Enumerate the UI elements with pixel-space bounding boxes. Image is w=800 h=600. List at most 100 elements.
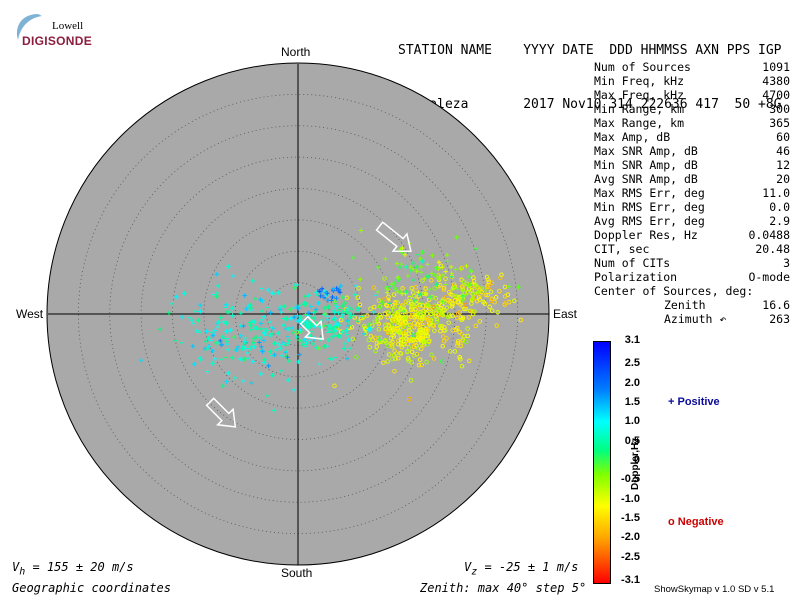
source-point-negative [465,290,470,295]
source-point-positive [196,318,201,323]
source-point-negative [338,317,344,323]
source-point-positive [317,362,322,367]
source-point-positive [346,337,351,342]
source-point-positive [210,348,215,354]
source-point-positive [242,357,247,362]
source-point-positive [402,252,408,257]
source-point-positive [412,298,418,303]
source-point-positive [310,341,316,347]
source-point-negative [482,301,488,306]
source-point-positive [385,290,390,295]
source-point-positive [271,291,276,296]
source-point-positive [220,383,226,389]
colorbar-tick: -1.5 [621,512,640,525]
skymap-plot [46,62,550,566]
stat-value: 300 [769,102,790,116]
source-point-negative [424,311,430,316]
source-point-positive [435,275,440,280]
source-point-negative [469,301,474,306]
source-point-positive [206,336,211,341]
source-point-positive [249,380,254,386]
source-point-negative [409,285,415,291]
colorbar-tick: -2.0 [621,531,640,544]
source-point-positive [250,278,255,284]
source-point-positive [223,336,228,341]
source-point-positive [342,346,347,351]
source-point-positive [179,314,185,320]
source-point-negative [405,341,411,347]
source-point-negative [471,275,476,280]
source-point-negative [396,338,401,343]
stat-value: 16.6 [762,298,790,312]
source-point-positive [299,338,304,344]
source-point-positive [420,259,425,264]
source-point-positive [268,333,273,338]
source-point-positive [215,340,221,345]
source-point-negative [452,293,458,299]
source-point-positive [361,331,367,337]
source-point-negative [387,327,393,332]
source-point-negative [420,339,426,344]
source-point-positive [235,344,240,349]
source-point-positive [224,342,230,347]
source-point-negative [385,330,391,336]
stat-value: 0.0 [769,200,790,214]
source-point-positive [333,328,338,333]
source-point-positive [242,293,247,298]
source-point-positive [297,303,302,308]
colorbar-tick: -1.0 [621,492,640,505]
source-point-positive [259,286,264,291]
source-point-negative [403,329,409,335]
source-point-negative [390,332,395,338]
source-point-positive [230,306,235,311]
source-point-positive [291,330,296,335]
source-point-negative [372,319,378,324]
source-point-positive [506,284,512,289]
vertical-velocity: Vz = -25 ± 1 m/s [464,560,578,577]
source-point-positive [304,341,309,346]
source-point-negative [466,358,472,364]
source-point-negative [376,326,382,332]
source-point-positive [198,357,204,363]
source-point-negative [402,319,408,325]
source-point-positive [286,377,291,383]
source-point-positive [389,282,395,287]
source-point-positive [405,273,410,279]
source-point-positive [414,264,419,270]
source-point-negative [408,378,414,383]
source-point-negative [505,292,511,297]
source-point-negative [349,325,355,330]
source-point-negative [434,306,440,312]
source-point-positive [434,282,439,287]
source-point-positive [271,408,277,413]
source-point-positive [292,315,297,320]
source-point-positive [261,314,267,319]
source-point-negative [460,337,465,342]
source-point-positive [336,310,341,315]
source-point-negative [400,312,405,318]
stat-value: 4700 [762,88,790,102]
source-point-negative [485,284,490,290]
source-point-negative [412,353,417,358]
source-point-positive [345,318,350,323]
source-point-positive [410,260,416,266]
colorbar-tick: 0.5 [624,434,640,447]
source-point-positive [237,356,243,362]
source-point-negative [396,356,401,361]
source-point-positive [258,371,264,376]
source-point-positive [182,291,187,296]
source-point-positive [223,355,228,360]
source-point-negative [412,293,417,299]
source-point-positive [344,332,350,337]
source-point-positive [205,369,210,374]
source-point-negative [447,300,453,305]
source-point-positive [418,264,424,270]
source-point-positive [346,305,352,310]
source-point-positive [474,290,479,296]
source-point-positive [471,281,476,286]
vh-symbol: V [12,560,20,574]
source-point-negative [390,313,396,319]
source-point-positive [197,330,202,335]
source-point-positive [419,270,424,275]
source-point-negative [392,328,398,333]
